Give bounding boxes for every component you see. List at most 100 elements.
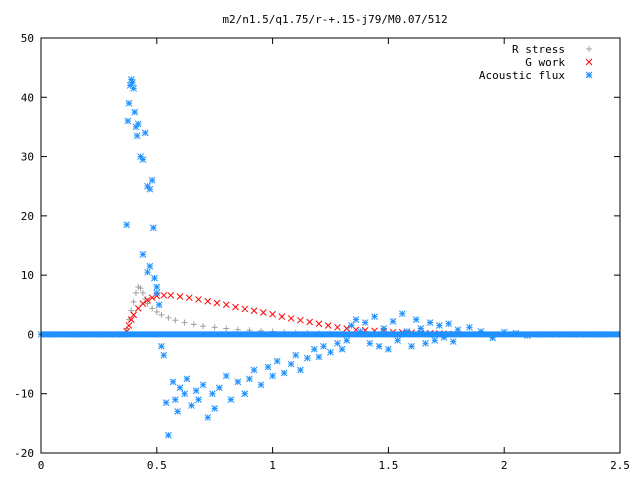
series-1 bbox=[123, 291, 462, 338]
data-point bbox=[130, 311, 137, 319]
data-point bbox=[137, 285, 144, 292]
legend-label: R stress bbox=[512, 43, 565, 56]
legend-label: G work bbox=[525, 56, 565, 69]
data-point bbox=[366, 339, 374, 347]
data-point bbox=[320, 342, 327, 350]
data-point bbox=[165, 314, 172, 321]
data-point bbox=[204, 414, 212, 421]
data-point bbox=[190, 321, 197, 328]
series-0 bbox=[49, 284, 605, 338]
data-point bbox=[160, 291, 168, 299]
data-point bbox=[181, 390, 188, 398]
data-point bbox=[139, 289, 146, 296]
data-point bbox=[211, 324, 218, 331]
data-point bbox=[209, 390, 216, 398]
data-point bbox=[200, 323, 207, 330]
data-point bbox=[269, 310, 276, 318]
data-point bbox=[287, 360, 295, 368]
data-point bbox=[183, 375, 191, 383]
x-tick-label: 2.5 bbox=[610, 459, 630, 472]
data-point bbox=[315, 320, 323, 328]
data-point bbox=[264, 363, 272, 371]
data-point bbox=[394, 337, 402, 344]
data-point bbox=[153, 289, 161, 297]
legend-label: Acoustic flux bbox=[479, 69, 565, 82]
y-tick-label: 10 bbox=[21, 269, 34, 282]
y-tick-label: -10 bbox=[14, 388, 34, 401]
data-point bbox=[176, 293, 184, 300]
y-tick-label: 20 bbox=[21, 210, 34, 223]
data-point bbox=[222, 301, 230, 309]
data-point bbox=[380, 325, 388, 332]
data-point bbox=[227, 396, 235, 403]
data-point bbox=[257, 381, 265, 389]
data-point bbox=[306, 318, 314, 326]
data-point bbox=[431, 337, 439, 344]
data-point bbox=[426, 319, 434, 326]
data-point bbox=[361, 319, 369, 326]
data-point bbox=[435, 322, 443, 329]
data-point bbox=[171, 396, 179, 403]
data-point bbox=[131, 108, 139, 116]
data-point bbox=[408, 342, 415, 350]
x-tick-label: 2 bbox=[501, 459, 508, 472]
data-point bbox=[297, 316, 304, 324]
data-point bbox=[398, 310, 406, 318]
chart-title: m2/n1.5/q1.75/r-+.15-j79/M0.07/512 bbox=[222, 13, 447, 26]
data-point bbox=[259, 309, 267, 316]
axes: 0 0.5 1 1.5 2 2.5 -20 -10 0 10 20 30 40 50 bbox=[14, 32, 630, 472]
y-tick-label: -20 bbox=[14, 447, 34, 460]
data-point bbox=[155, 301, 163, 309]
data-point bbox=[287, 315, 295, 322]
data-point bbox=[139, 156, 147, 163]
data-point bbox=[234, 378, 242, 386]
data-point bbox=[195, 396, 202, 403]
data-point bbox=[139, 251, 147, 258]
data-point bbox=[273, 357, 281, 365]
data-point bbox=[146, 262, 154, 270]
data-point bbox=[192, 387, 200, 395]
data-point bbox=[144, 268, 151, 276]
data-point bbox=[223, 325, 230, 332]
data-point bbox=[371, 313, 378, 320]
legend-marker bbox=[586, 46, 592, 52]
data-point bbox=[162, 399, 170, 406]
data-point bbox=[269, 372, 276, 380]
data-point bbox=[134, 120, 142, 128]
data-point bbox=[153, 308, 160, 315]
data-point bbox=[250, 366, 258, 374]
data-point bbox=[195, 296, 202, 303]
data-point bbox=[213, 299, 221, 307]
data-point bbox=[123, 221, 131, 229]
data-point bbox=[125, 99, 133, 107]
data-point bbox=[132, 289, 139, 296]
data-point bbox=[334, 339, 341, 347]
data-point bbox=[165, 431, 172, 439]
data-point bbox=[422, 339, 429, 347]
data-point bbox=[222, 372, 230, 380]
data-point bbox=[151, 274, 158, 282]
data-point bbox=[315, 353, 323, 361]
data-point bbox=[347, 322, 355, 329]
plot-frame bbox=[40, 37, 621, 454]
data-point bbox=[445, 320, 452, 328]
data-point bbox=[449, 338, 457, 345]
data-point bbox=[292, 351, 300, 359]
y-tick-label: 40 bbox=[21, 91, 34, 104]
data-point bbox=[144, 296, 151, 304]
data-point bbox=[232, 303, 239, 311]
data-point bbox=[417, 325, 425, 332]
data-point bbox=[310, 345, 318, 353]
data-point bbox=[188, 402, 195, 409]
data-point bbox=[412, 316, 420, 323]
y-tick-label: 0 bbox=[27, 328, 34, 341]
data-point bbox=[139, 300, 147, 307]
data-point bbox=[185, 294, 193, 302]
data-point bbox=[352, 316, 360, 323]
data-point bbox=[125, 322, 133, 329]
data-point bbox=[127, 316, 135, 323]
y-tick-label: 50 bbox=[21, 32, 34, 45]
x-tick-label: 0 bbox=[38, 459, 45, 472]
data-point bbox=[334, 323, 341, 331]
